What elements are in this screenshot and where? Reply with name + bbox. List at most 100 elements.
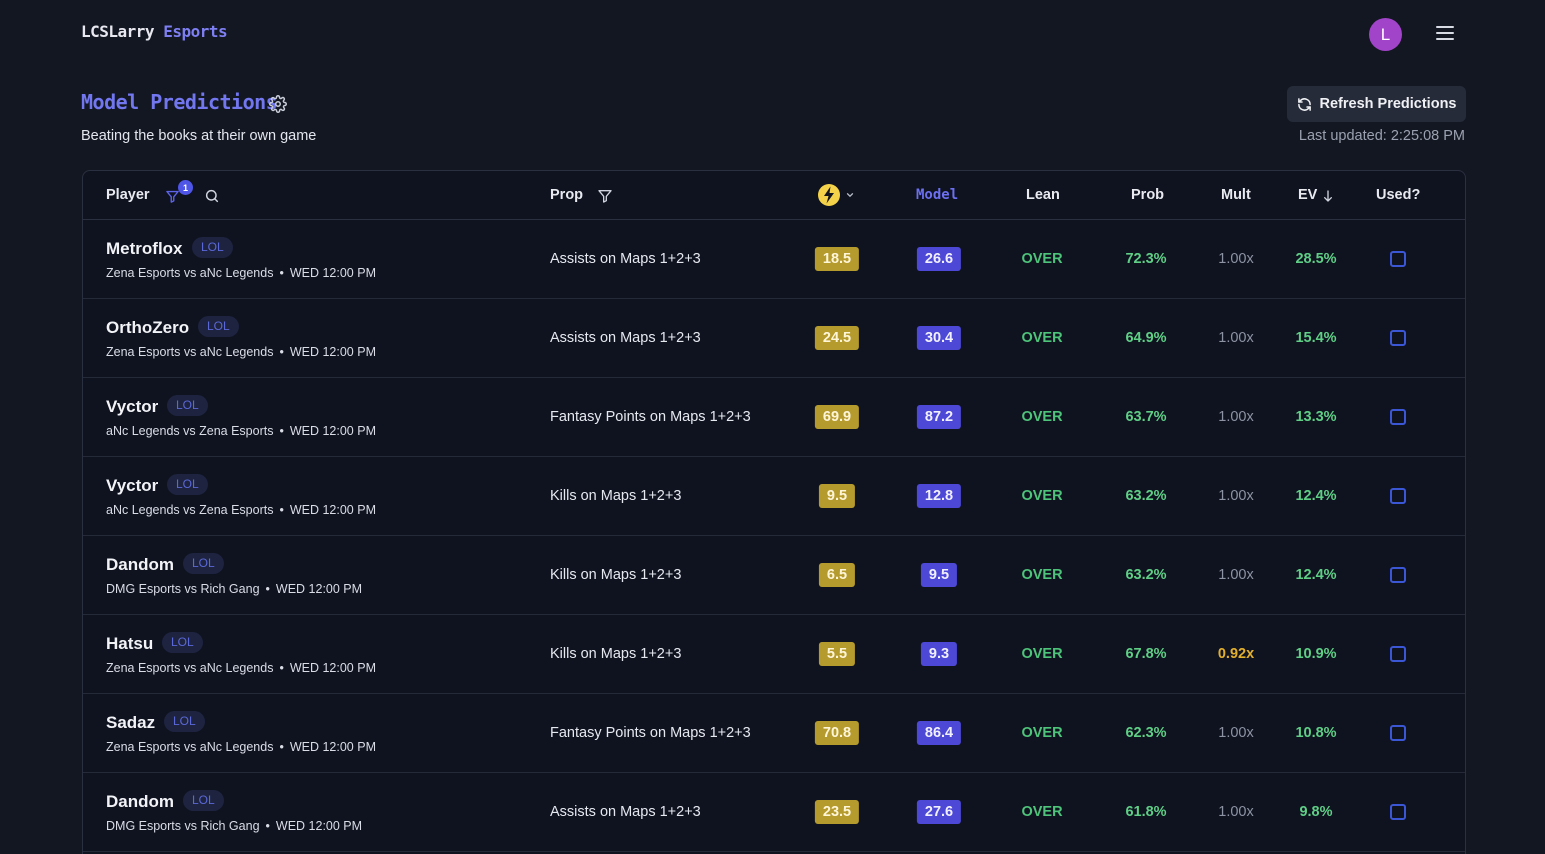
prop-name: Kills on Maps 1+2+3 [550,488,682,504]
chevron-down-icon[interactable] [845,190,855,200]
table-row[interactable]: Metroflox LOL Zena Esports vs aNc Legends •… [83,220,1465,299]
match-info: aNc Legends vs Zena Esports • WED 12:00 PM [106,503,376,517]
used-checkbox[interactable] [1390,251,1406,267]
table-row[interactable]: Vyctor LOL aNc Legends vs Zena Esports • WED… [83,457,1465,536]
match-teams: Zena Esports vs aNc Legends [106,740,274,754]
user-avatar[interactable]: L [1369,18,1402,51]
player-name[interactable]: Vyctor [106,476,159,495]
expected-value: 12.4% [1295,488,1337,504]
book-line-value: 23.5 [814,800,860,824]
table-row[interactable]: Hatsu LOL Zena Esports vs aNc Legends • WED … [83,615,1465,694]
multiplier-value: 1.00x [1218,251,1254,267]
refresh-predictions-button[interactable]: Refresh Predictions [1287,86,1466,122]
match-time: WED 12:00 PM [275,819,363,833]
table-row[interactable]: Dandom LOL DMG Esports vs Rich Gang • WED 12… [83,773,1465,852]
game-tag: LOL [167,474,208,495]
multiplier-value: 1.00x [1218,409,1254,425]
player-filter-count-badge: 1 [178,180,193,195]
table-row[interactable]: OrthoZero LOL Zena Esports vs aNc Legends •… [83,299,1465,378]
model-value: 9.3 [920,642,958,666]
separator-dot: • [279,424,284,438]
brand-suffix: Esports [163,22,228,41]
probability-value: 61.8% [1125,804,1167,820]
game-tag: LOL [192,237,233,258]
game-tag: LOL [164,711,205,732]
lean-value: OVER [1021,409,1063,425]
expected-value: 13.3% [1295,409,1337,425]
multiplier-value: 1.00x [1218,567,1254,583]
lean-value: OVER [1021,251,1063,267]
used-checkbox[interactable] [1390,567,1406,583]
probability-value: 63.2% [1125,567,1167,583]
gear-icon[interactable] [269,95,287,113]
separator-dot: • [279,503,284,517]
match-teams: DMG Esports vs Rich Gang [106,819,260,833]
match-teams: DMG Esports vs Rich Gang [106,582,260,596]
column-header-prob[interactable]: Prob [1131,187,1165,203]
used-checkbox[interactable] [1390,646,1406,662]
match-teams: Zena Esports vs aNc Legends [106,661,274,675]
model-value: 86.4 [916,721,962,745]
player-name[interactable]: Vyctor [106,397,159,416]
hamburger-menu-icon[interactable] [1436,26,1454,42]
player-name[interactable]: Metroflox [106,239,183,258]
game-tag: LOL [183,790,224,811]
player-name[interactable]: Hatsu [106,634,154,653]
model-value: 27.6 [916,800,962,824]
column-header-ev[interactable]: EV [1298,187,1318,203]
used-checkbox[interactable] [1390,330,1406,346]
match-info: DMG Esports vs Rich Gang • WED 12:00 PM [106,582,362,596]
player-name[interactable]: Dandom [106,555,174,574]
lean-value: OVER [1021,804,1063,820]
book-line-value: 5.5 [818,642,856,666]
match-teams: Zena Esports vs aNc Legends [106,345,274,359]
expected-value: 10.8% [1295,725,1337,741]
match-info: DMG Esports vs Rich Gang • WED 12:00 PM [106,819,362,833]
last-updated-text: Last updated: 2:25:08 PM [1298,128,1465,144]
prop-name: Assists on Maps 1+2+3 [550,330,701,346]
column-header-used[interactable]: Used? [1376,187,1421,203]
column-header-model[interactable]: Model [916,187,959,203]
prop-filter-icon[interactable] [597,188,613,204]
game-tag: LOL [162,632,203,653]
match-time: WED 12:00 PM [275,582,363,596]
player-filter-icon[interactable] [165,189,180,204]
used-checkbox[interactable] [1390,725,1406,741]
column-header-mult[interactable]: Mult [1221,187,1251,203]
table-row[interactable]: Vyctor LOL aNc Legends vs Zena Esports • WED… [83,378,1465,457]
column-header-player[interactable]: Player [106,187,150,203]
refresh-icon [1297,97,1311,111]
column-header-lean[interactable]: Lean [1026,187,1060,203]
player-name[interactable]: OrthoZero [106,318,190,337]
used-checkbox[interactable] [1390,488,1406,504]
multiplier-value: 1.00x [1218,330,1254,346]
separator-dot: • [265,582,270,596]
book-line-value: 70.8 [814,721,860,745]
table-row[interactable]: Dandom LOL DMG Esports vs Rich Gang • WED 12… [83,536,1465,615]
sort-descending-icon[interactable] [1323,190,1333,202]
probability-value: 67.8% [1125,646,1167,662]
prop-name: Assists on Maps 1+2+3 [550,804,701,820]
player-name[interactable]: Dandom [106,792,174,811]
book-line-value: 18.5 [814,247,860,271]
lean-value: OVER [1021,567,1063,583]
table-row[interactable]: Sadaz LOL Zena Esports vs aNc Legends • WED … [83,694,1465,773]
expected-value: 12.4% [1295,567,1337,583]
match-time: WED 12:00 PM [289,345,376,359]
sportsbook-logo-icon[interactable] [817,183,841,207]
separator-dot: • [279,661,284,675]
player-name[interactable]: Sadaz [106,713,156,732]
top-bar: LCSLarry Esports L [0,0,1545,68]
match-time: WED 12:00 PM [289,424,376,438]
brand-logo[interactable]: LCSLarry Esports [81,22,228,41]
lean-value: OVER [1021,488,1063,504]
expected-value: 28.5% [1295,251,1337,267]
prop-name: Assists on Maps 1+2+3 [550,251,701,267]
used-checkbox[interactable] [1390,409,1406,425]
search-icon[interactable] [204,188,220,204]
book-line-value: 24.5 [814,326,860,350]
model-value: 26.6 [916,247,962,271]
column-header-prop[interactable]: Prop [550,187,584,203]
used-checkbox[interactable] [1390,804,1406,820]
probability-value: 63.2% [1125,488,1167,504]
